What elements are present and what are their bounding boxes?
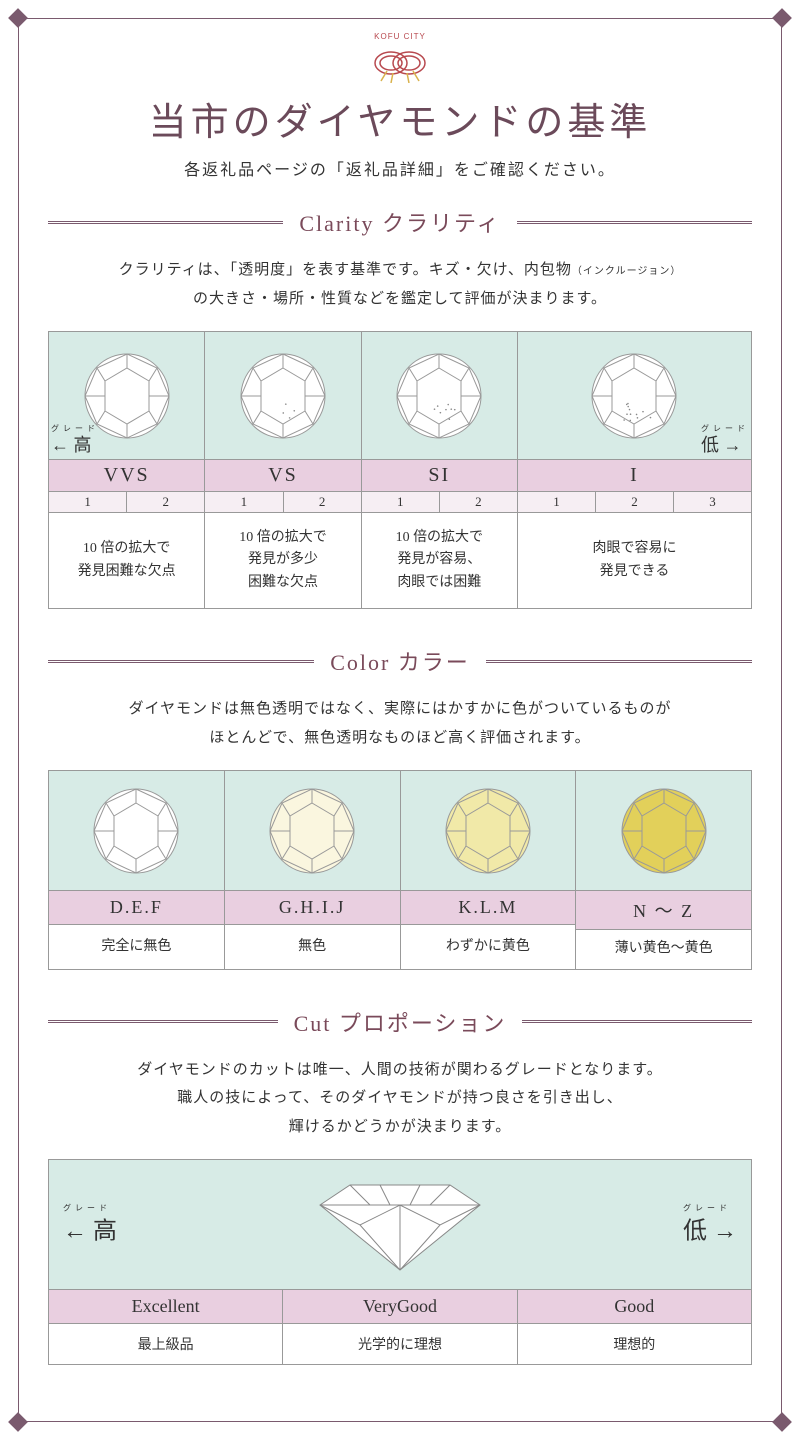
- color-column: G.H.I.J無色: [225, 771, 401, 968]
- grade-high-label: グレード ← 高: [63, 1204, 117, 1245]
- cut-desc: ダイヤモンドのカットは唯一、人間の技術が関わるグレードとなります。 職人の技によ…: [48, 1056, 752, 1142]
- knot-icon: [48, 43, 752, 83]
- logo-text: KOFU CITY: [48, 32, 752, 41]
- city-logo: KOFU CITY: [48, 32, 752, 83]
- clarity-desc: クラリティは、「透明度」を表す基準です。キズ・欠け、内包物（インクルージョン） …: [48, 256, 752, 313]
- color-column: D.E.F完全に無色: [49, 771, 225, 968]
- page-subtitle: 各返礼品ページの「返礼品詳細」をご確認ください。: [48, 156, 752, 180]
- page-title: 当市のダイヤモンドの基準: [48, 91, 752, 146]
- cut-column: VeryGood光学的に理想: [283, 1290, 517, 1364]
- diamond-side-icon: [300, 1170, 500, 1280]
- clarity-column: グレード← 高VVS1210 倍の拡大で発見困難な欠点: [49, 332, 205, 608]
- grade-low-label: グレード 低 →: [683, 1204, 737, 1245]
- cut-title: Cut プロポーション: [294, 1006, 507, 1038]
- clarity-chart: グレード← 高VVS1210 倍の拡大で発見困難な欠点 VS1210 倍の拡大で…: [48, 331, 752, 609]
- clarity-header: Clarity クラリティ: [48, 206, 752, 238]
- color-chart: D.E.F完全に無色 G.H.I.J無色 K.L.Mわずかに黄色 N ～ Z薄い…: [48, 770, 752, 969]
- color-desc: ダイヤモンドは無色透明ではなく、実際にはかすかに色がついているものが ほとんどで…: [48, 695, 752, 752]
- cut-header: Cut プロポーション: [48, 1006, 752, 1038]
- cut-column: Excellent最上級品: [49, 1290, 283, 1364]
- clarity-column: SI1210 倍の拡大で発見が容易、肉眼では困難: [362, 332, 518, 608]
- color-header: Color カラー: [48, 645, 752, 677]
- cut-chart: グレード ← 高 グレード 低 → Excellent最上級品VeryGood光…: [48, 1159, 752, 1365]
- color-column: N ～ Z薄い黄色～黄色: [576, 771, 751, 968]
- clarity-column: VS1210 倍の拡大で発見が多少困難な欠点: [205, 332, 361, 608]
- clarity-column: グレード低 →I123肉眼で容易に発見できる: [518, 332, 751, 608]
- color-column: K.L.Mわずかに黄色: [401, 771, 577, 968]
- cut-column: Good理想的: [518, 1290, 751, 1364]
- color-title: Color カラー: [330, 645, 470, 677]
- clarity-title: Clarity クラリティ: [299, 206, 500, 238]
